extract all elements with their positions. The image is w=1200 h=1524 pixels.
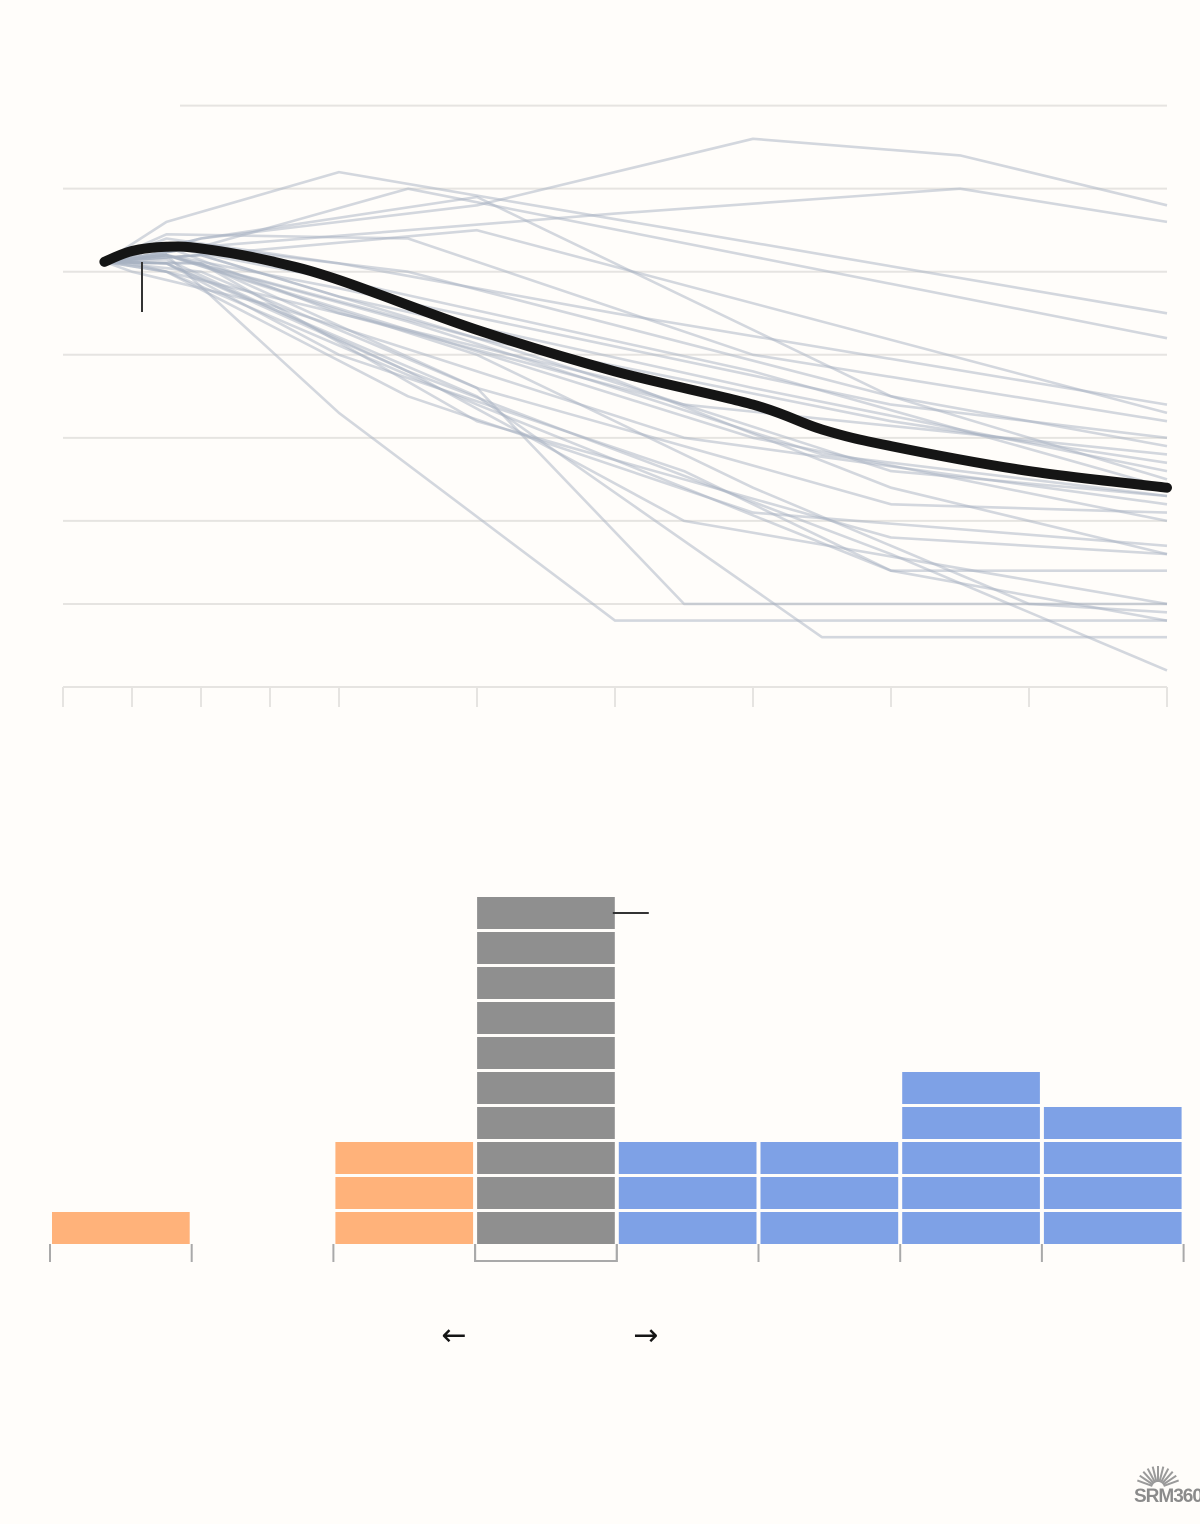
mean-line-group bbox=[99, 241, 1172, 493]
arrow-right-label: → bbox=[633, 1318, 658, 1353]
histogram-bar-block bbox=[477, 897, 615, 929]
logo-ray bbox=[1158, 1466, 1165, 1483]
histogram-bar-block bbox=[335, 1177, 474, 1209]
logo-ray bbox=[1161, 1470, 1174, 1485]
histogram-x-axis bbox=[49, 1244, 1185, 1262]
highlighted-bin-bracket bbox=[474, 1244, 618, 1262]
histogram-bar-block bbox=[477, 1142, 615, 1174]
histogram-bar-block bbox=[618, 1177, 757, 1209]
logo-ray bbox=[1136, 1479, 1153, 1487]
ensemble-line bbox=[104, 187, 1168, 264]
histogram-bar-block bbox=[477, 1212, 615, 1244]
histogram-bar-block bbox=[760, 1177, 899, 1209]
histogram-bar-block bbox=[477, 1037, 615, 1069]
histogram-bar-block bbox=[1043, 1212, 1182, 1244]
histogram-bar-block bbox=[902, 1142, 1040, 1174]
ensemble-line bbox=[103, 260, 1168, 506]
ensemble-line bbox=[104, 253, 1168, 498]
histogram-bar-block bbox=[1043, 1142, 1182, 1174]
histogram-bar-block bbox=[477, 967, 615, 999]
histogram-chart: ← → bbox=[49, 897, 1185, 1353]
ensemble-line bbox=[104, 260, 1168, 514]
ensemble-lines bbox=[103, 137, 1168, 672]
sunburst-logo bbox=[1136, 1466, 1180, 1487]
ensemble-line bbox=[104, 260, 1168, 548]
histogram-bar-block bbox=[52, 1212, 190, 1244]
histogram-bar-block bbox=[477, 1002, 615, 1034]
histogram-bar-block bbox=[477, 1072, 615, 1104]
histogram-bar-block bbox=[335, 1142, 474, 1174]
mean-line bbox=[99, 241, 1172, 493]
logo-ray bbox=[1151, 1466, 1158, 1483]
histogram-bar-block bbox=[1043, 1177, 1182, 1209]
histogram-bar-block bbox=[902, 1107, 1040, 1139]
histogram-bar-block bbox=[335, 1212, 474, 1244]
histogram-bar-block bbox=[760, 1142, 899, 1174]
line-chart-x-axis bbox=[62, 686, 1168, 707]
histogram-bar-block bbox=[902, 1212, 1040, 1244]
line-chart-gridlines bbox=[63, 104, 1167, 605]
ensemble-line bbox=[104, 257, 1168, 672]
histogram-bar-block bbox=[477, 1177, 615, 1209]
histogram-bar-block bbox=[1043, 1107, 1182, 1139]
logo-ray bbox=[1163, 1479, 1180, 1487]
histogram-annotations: ← → bbox=[441, 912, 659, 1353]
brand-logo-text: SRM360 bbox=[1134, 1486, 1200, 1507]
logo-ray bbox=[1159, 1468, 1170, 1484]
logo-ray bbox=[1139, 1474, 1154, 1486]
ensemble-line bbox=[104, 260, 1167, 639]
histogram-bar-block bbox=[477, 932, 615, 964]
histogram-bar-block bbox=[760, 1212, 899, 1244]
logo-ray bbox=[1146, 1468, 1157, 1484]
histogram-bar-block bbox=[618, 1142, 757, 1174]
logo-ray bbox=[1162, 1474, 1177, 1486]
histogram-bar-block bbox=[477, 1107, 615, 1139]
histogram-bar-block bbox=[902, 1177, 1040, 1209]
logo-ray bbox=[1142, 1470, 1155, 1485]
line-chart bbox=[62, 104, 1172, 707]
histogram-bars bbox=[52, 897, 1182, 1244]
ensemble-line bbox=[104, 260, 1168, 556]
ensemble-line bbox=[103, 170, 1168, 315]
brand-logo: SRM360 bbox=[1134, 1462, 1200, 1508]
histogram-bar-block bbox=[902, 1072, 1040, 1104]
histogram-bar-block bbox=[618, 1212, 757, 1244]
arrow-left-label: ← bbox=[441, 1318, 466, 1353]
ensemble-line bbox=[104, 137, 1168, 264]
